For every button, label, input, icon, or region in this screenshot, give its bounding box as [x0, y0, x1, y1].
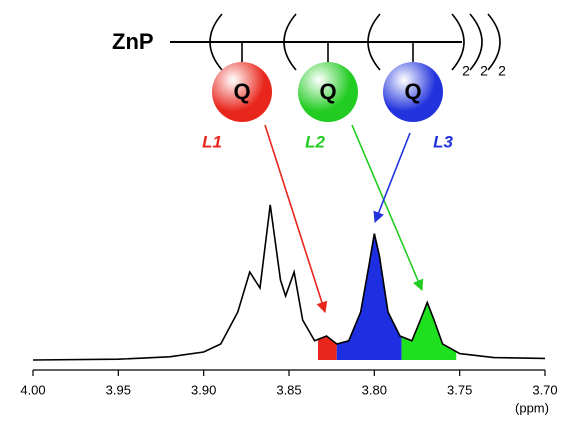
integration-band: [318, 336, 337, 360]
quinone: [298, 62, 358, 122]
x-tick-label: 3.80: [362, 382, 387, 397]
ligand-label: L1: [202, 132, 222, 151]
quinone: [383, 62, 443, 122]
bracket: [451, 13, 465, 71]
bracket: [367, 13, 381, 71]
x-tick-label: 3.90: [191, 382, 216, 397]
x-tick-label: 3.85: [276, 382, 301, 397]
ligand-label: L2: [305, 132, 325, 151]
bracket: [487, 13, 501, 71]
repeat-count: 2: [462, 63, 470, 79]
bracket: [469, 13, 483, 71]
bracket: [209, 13, 223, 71]
repeat-count: 2: [480, 63, 488, 79]
quinone-label: Q: [319, 79, 336, 104]
ligand-label: L3: [433, 132, 453, 151]
quinone-label: Q: [233, 79, 250, 104]
arrow: [373, 132, 411, 224]
repeat-count: 2: [498, 63, 506, 79]
spectrum-line: [32, 204, 546, 361]
integration-band: [336, 233, 402, 360]
x-tick-label: 3.95: [106, 382, 131, 397]
bracket: [283, 13, 297, 71]
arrow: [264, 124, 328, 314]
quinone-label: Q: [404, 79, 421, 104]
x-tick-label: 4.00: [20, 382, 45, 397]
core-label: ZnP: [112, 29, 154, 54]
integration-band: [401, 302, 457, 360]
x-axis-label: (ppm): [515, 400, 549, 415]
quinone: [212, 62, 272, 122]
arrow: [351, 124, 424, 292]
x-tick-label: 3.70: [532, 382, 557, 397]
x-tick-label: 3.75: [447, 382, 472, 397]
